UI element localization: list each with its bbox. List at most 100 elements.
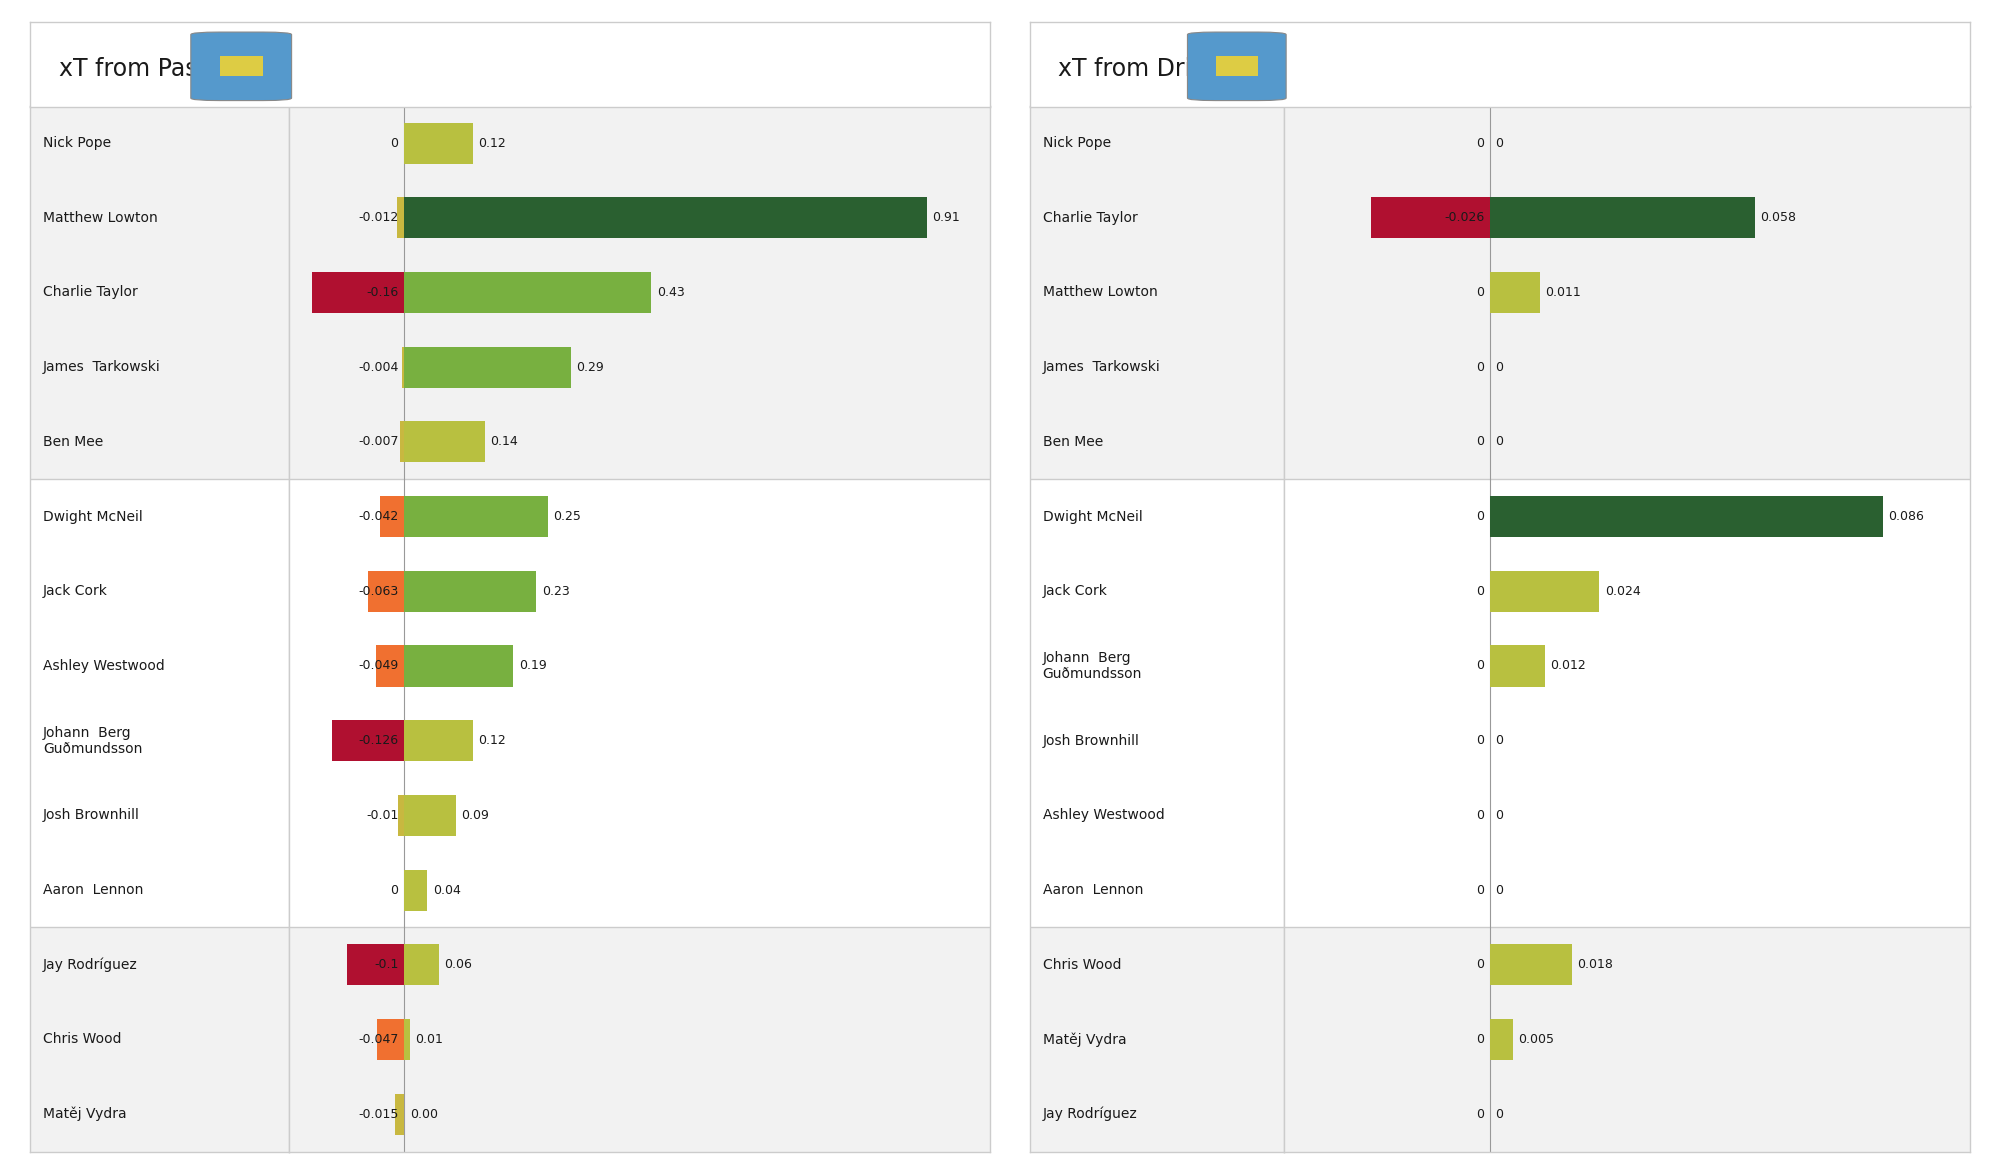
Text: 0: 0 <box>1496 884 1504 897</box>
Text: 0: 0 <box>1476 136 1484 149</box>
Bar <box>30 927 290 1152</box>
Text: Aaron  Lennon: Aaron Lennon <box>1042 884 1144 897</box>
Bar <box>404 870 428 911</box>
Text: 0.09: 0.09 <box>462 808 490 821</box>
Bar <box>404 571 536 612</box>
Text: 0: 0 <box>1476 361 1484 374</box>
Text: -0.012: -0.012 <box>358 212 398 224</box>
Bar <box>404 122 474 163</box>
Bar <box>404 197 926 239</box>
Bar <box>1490 571 1600 612</box>
Text: 0.018: 0.018 <box>1578 959 1614 972</box>
Text: 0: 0 <box>1476 734 1484 747</box>
Bar <box>30 106 290 479</box>
Text: Ashley Westwood: Ashley Westwood <box>1042 808 1164 822</box>
Text: Ben Mee: Ben Mee <box>42 435 104 449</box>
Bar <box>404 496 548 537</box>
Bar <box>378 1019 404 1060</box>
Bar <box>1370 197 1490 239</box>
Bar <box>290 106 990 479</box>
Text: -0.015: -0.015 <box>358 1108 398 1121</box>
Bar <box>220 56 262 76</box>
Text: 0: 0 <box>1476 884 1484 897</box>
Text: -0.007: -0.007 <box>358 436 398 449</box>
FancyBboxPatch shape <box>190 32 292 101</box>
Text: -0.126: -0.126 <box>358 734 398 747</box>
Text: Josh Brownhill: Josh Brownhill <box>1042 733 1140 747</box>
Text: 0.00: 0.00 <box>410 1108 438 1121</box>
Bar <box>1490 1019 1512 1060</box>
Text: 0.12: 0.12 <box>478 734 506 747</box>
Text: -0.047: -0.047 <box>358 1033 398 1046</box>
Text: 0.086: 0.086 <box>1888 510 1924 523</box>
Text: -0.01: -0.01 <box>366 808 398 821</box>
Bar <box>1490 197 1754 239</box>
Text: 0: 0 <box>1476 1108 1484 1121</box>
Text: Dwight McNeil: Dwight McNeil <box>42 510 142 524</box>
Text: 0.005: 0.005 <box>1518 1033 1554 1046</box>
Text: Ashley Westwood: Ashley Westwood <box>42 659 164 673</box>
Text: -0.049: -0.049 <box>358 659 398 672</box>
Text: 0: 0 <box>1496 808 1504 821</box>
Bar <box>404 271 652 313</box>
Bar <box>398 197 404 239</box>
Bar <box>404 422 484 463</box>
Text: 0.12: 0.12 <box>478 136 506 149</box>
Text: Charlie Taylor: Charlie Taylor <box>1042 210 1138 224</box>
Bar <box>1490 645 1544 686</box>
Text: 0: 0 <box>1476 659 1484 672</box>
Text: James  Tarkowski: James Tarkowski <box>1042 361 1160 374</box>
Text: -0.026: -0.026 <box>1444 212 1484 224</box>
Bar <box>368 571 404 612</box>
Text: 0.058: 0.058 <box>1760 212 1796 224</box>
Text: 0: 0 <box>1476 808 1484 821</box>
Bar <box>404 720 474 761</box>
Text: 0: 0 <box>390 136 398 149</box>
Text: 0.91: 0.91 <box>932 212 960 224</box>
Text: 0.06: 0.06 <box>444 959 472 972</box>
Bar <box>376 645 404 686</box>
Text: Aaron  Lennon: Aaron Lennon <box>42 884 144 897</box>
Bar <box>1284 479 1970 927</box>
Text: Jack Cork: Jack Cork <box>1042 584 1108 598</box>
Text: 0.04: 0.04 <box>432 884 460 897</box>
Bar <box>1490 271 1540 313</box>
Text: James  Tarkowski: James Tarkowski <box>42 361 160 374</box>
Bar <box>380 496 404 537</box>
Bar <box>404 347 570 388</box>
Text: xT from Passes: xT from Passes <box>58 56 236 81</box>
Text: 0.19: 0.19 <box>518 659 546 672</box>
Text: 0.23: 0.23 <box>542 585 570 598</box>
Text: 0: 0 <box>1476 436 1484 449</box>
Text: 0.01: 0.01 <box>416 1033 444 1046</box>
Bar <box>332 720 404 761</box>
Text: Matěj Vydra: Matěj Vydra <box>42 1107 126 1121</box>
Text: Chris Wood: Chris Wood <box>1042 958 1122 972</box>
Text: Dwight McNeil: Dwight McNeil <box>1042 510 1142 524</box>
Text: -0.042: -0.042 <box>358 510 398 523</box>
Text: 0: 0 <box>1496 361 1504 374</box>
Text: Charlie Taylor: Charlie Taylor <box>42 286 138 300</box>
Bar <box>404 645 514 686</box>
Text: 0.29: 0.29 <box>576 361 604 374</box>
Bar <box>398 794 404 835</box>
Text: 0.024: 0.024 <box>1604 585 1640 598</box>
Text: 0.012: 0.012 <box>1550 659 1586 672</box>
Text: 0: 0 <box>1496 1108 1504 1121</box>
Text: -0.004: -0.004 <box>358 361 398 374</box>
Text: Jack Cork: Jack Cork <box>42 584 108 598</box>
Bar <box>1490 945 1572 986</box>
Text: Jay Rodríguez: Jay Rodríguez <box>42 958 138 972</box>
Bar <box>290 479 990 927</box>
Text: Ben Mee: Ben Mee <box>1042 435 1102 449</box>
Text: Matěj Vydra: Matěj Vydra <box>1042 1032 1126 1047</box>
Bar <box>1030 927 1284 1152</box>
Text: -0.063: -0.063 <box>358 585 398 598</box>
Bar <box>1216 56 1258 76</box>
Text: 0.25: 0.25 <box>554 510 582 523</box>
Bar <box>1284 106 1970 479</box>
Text: 0: 0 <box>1476 286 1484 298</box>
Text: 0: 0 <box>1476 959 1484 972</box>
Text: 0.43: 0.43 <box>656 286 684 298</box>
Bar <box>346 945 404 986</box>
